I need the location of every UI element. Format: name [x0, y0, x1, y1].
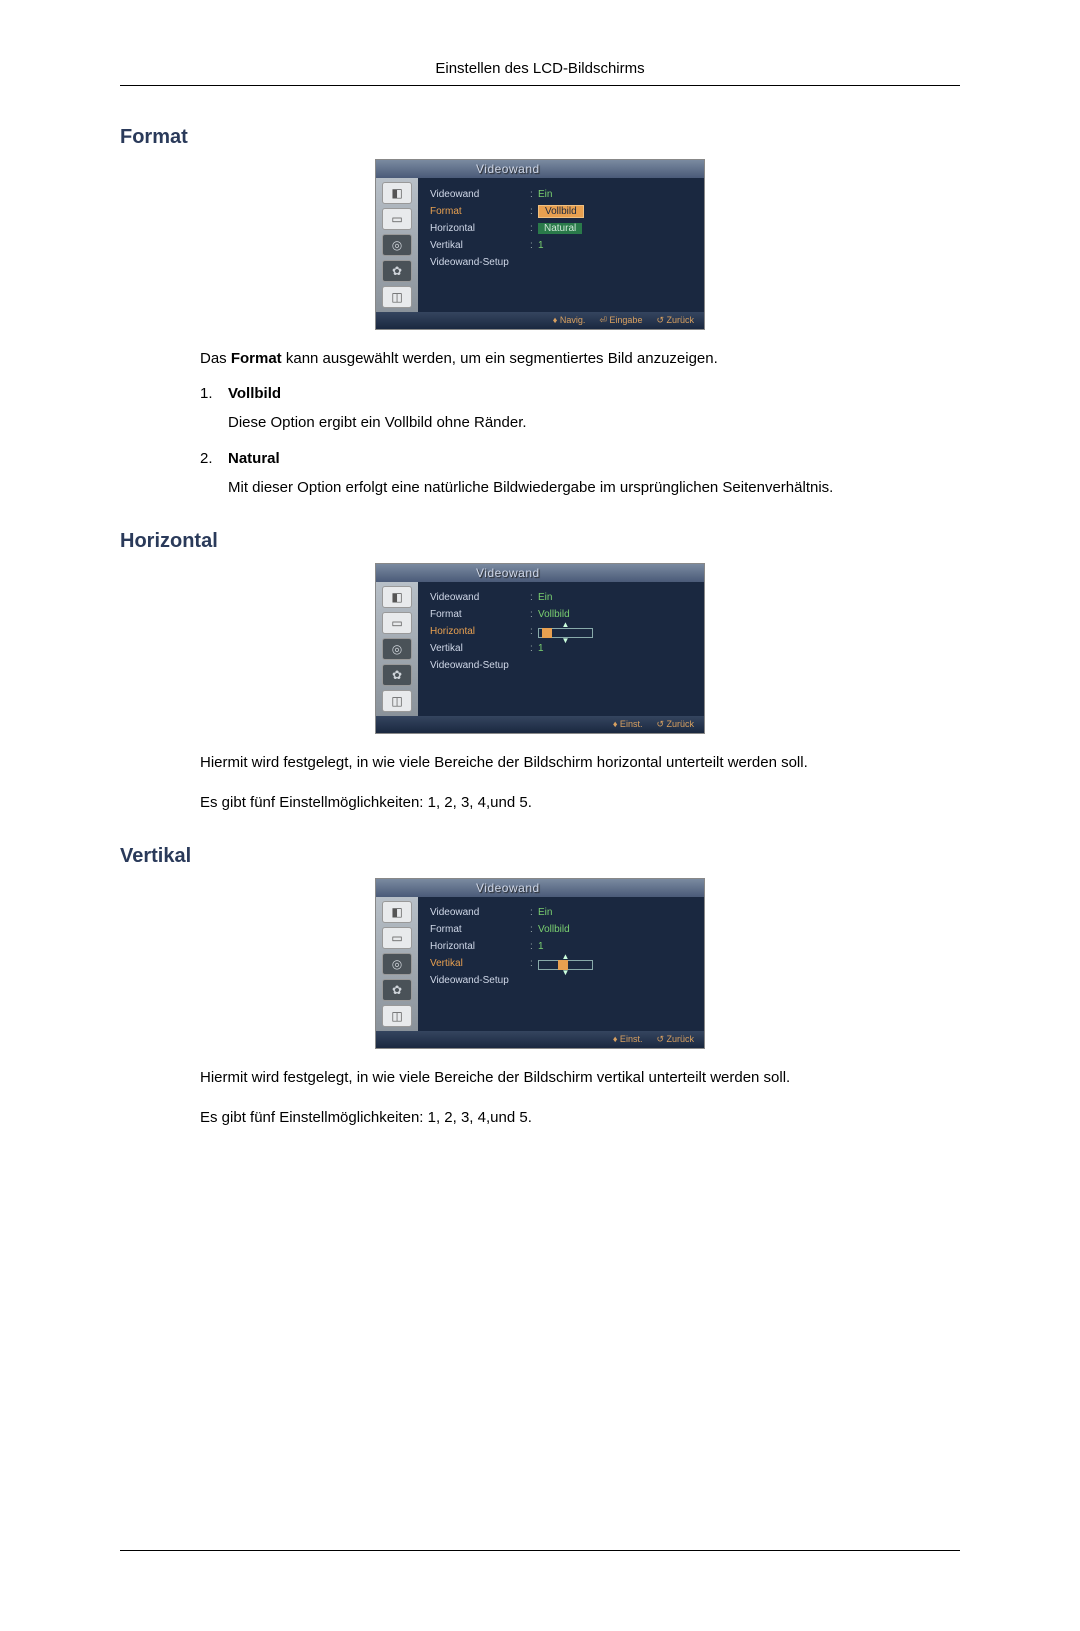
osd-icon: ✿ — [382, 260, 412, 282]
list-number: 1. — [200, 385, 228, 402]
section-title-format: Format — [120, 126, 960, 149]
osd-icon: ▭ — [382, 927, 412, 949]
list-desc: Diese Option ergibt ein Vollbild ohne Rä… — [228, 412, 960, 435]
osd-label: Horizontal — [430, 941, 530, 952]
osd-label: Format — [430, 924, 530, 935]
list-label: Vollbild — [228, 385, 281, 402]
osd-value: Vollbild — [538, 924, 694, 935]
section-title-horizontal: Horizontal — [120, 530, 960, 553]
osd-value-option: Natural — [538, 223, 582, 234]
list-label: Natural — [228, 450, 280, 467]
osd-label: Vertikal — [430, 240, 530, 251]
osd-title: Videowand — [376, 160, 704, 178]
osd-hint: ♦ Einst. — [613, 719, 643, 730]
osd-icon-column: ◧ ▭ ◎ ✿ ◫ — [376, 178, 418, 312]
osd-icon: ▭ — [382, 208, 412, 230]
page-header: Einstellen des LCD-Bildschirms — [120, 60, 960, 86]
horizontal-p2: Es gibt fünf Einstellmöglichkeiten: 1, 2… — [200, 792, 960, 815]
osd-icon: ◎ — [382, 953, 412, 975]
osd-icon: ◧ — [382, 901, 412, 923]
osd-hint: ♦ Einst. — [613, 1034, 643, 1045]
osd-label: Format — [430, 609, 530, 620]
osd-screenshot-vertikal: Videowand ◧ ▭ ◎ ✿ ◫ Videowand:Ein Format… — [120, 878, 960, 1049]
osd-value: Ein — [538, 592, 694, 603]
osd-value: Ein — [538, 189, 694, 200]
osd-hint: ♦ Navig. — [553, 315, 586, 326]
page-footer-rule — [120, 1550, 960, 1551]
osd-hint: ↺ Zurück — [656, 719, 694, 730]
osd-screenshot-horizontal: Videowand ◧ ▭ ◎ ✿ ◫ Videowand:Ein Format… — [120, 563, 960, 734]
format-intro: Das Format kann ausgewählt werden, um ei… — [200, 348, 960, 371]
osd-label: Videowand-Setup — [430, 975, 530, 986]
osd-hint: ⏎ Eingabe — [599, 315, 642, 326]
list-item: 2. Natural — [200, 450, 960, 467]
list-number: 2. — [200, 450, 228, 467]
osd-title: Videowand — [376, 564, 704, 582]
osd-label-selected: Vertikal — [430, 958, 530, 969]
osd-icon: ◫ — [382, 690, 412, 712]
osd-label-selected: Horizontal — [430, 626, 530, 637]
vertikal-p1: Hiermit wird festgelegt, in wie viele Be… — [200, 1067, 960, 1090]
osd-icon: ✿ — [382, 979, 412, 1001]
osd-icon-column: ◧ ▭ ◎ ✿ ◫ — [376, 897, 418, 1031]
osd-slider: ▲ ▼ — [538, 951, 694, 976]
osd-hint: ↺ Zurück — [656, 315, 694, 326]
osd-icon: ✿ — [382, 664, 412, 686]
list-desc: Mit dieser Option erfolgt eine natürlich… — [228, 477, 960, 500]
osd-label: Horizontal — [430, 223, 530, 234]
vertikal-p2: Es gibt fünf Einstellmöglichkeiten: 1, 2… — [200, 1107, 960, 1130]
osd-icon: ▭ — [382, 612, 412, 634]
osd-icon: ◧ — [382, 586, 412, 608]
osd-footer: ♦ Navig. ⏎ Eingabe ↺ Zurück — [376, 312, 704, 329]
section-title-vertikal: Vertikal — [120, 845, 960, 868]
osd-hint: ↺ Zurück — [656, 1034, 694, 1045]
osd-icon: ◫ — [382, 1005, 412, 1027]
osd-icon: ◎ — [382, 234, 412, 256]
osd-label: Videowand — [430, 907, 530, 918]
list-item: 1. Vollbild — [200, 385, 960, 402]
osd-label: Videowand — [430, 592, 530, 603]
osd-label: Videowand — [430, 189, 530, 200]
osd-value: 1 — [538, 240, 694, 251]
osd-value: Ein — [538, 907, 694, 918]
osd-value-selected: Vollbild — [538, 205, 584, 218]
horizontal-p1: Hiermit wird festgelegt, in wie viele Be… — [200, 752, 960, 775]
osd-label: Videowand-Setup — [430, 257, 530, 268]
osd-title: Videowand — [376, 879, 704, 897]
osd-label: Videowand-Setup — [430, 660, 530, 671]
osd-icon: ◧ — [382, 182, 412, 204]
osd-label: Vertikal — [430, 643, 530, 654]
osd-icon: ◎ — [382, 638, 412, 660]
osd-icon-column: ◧ ▭ ◎ ✿ ◫ — [376, 582, 418, 716]
osd-slider: ▲ ▼ — [538, 619, 694, 644]
osd-footer: ♦ Einst. ↺ Zurück — [376, 1031, 704, 1048]
osd-value: 1 — [538, 643, 694, 654]
osd-footer: ♦ Einst. ↺ Zurück — [376, 716, 704, 733]
osd-screenshot-format: Videowand ◧ ▭ ◎ ✿ ◫ Videowand:Ein Format… — [120, 159, 960, 330]
osd-icon: ◫ — [382, 286, 412, 308]
osd-label-selected: Format — [430, 206, 530, 217]
